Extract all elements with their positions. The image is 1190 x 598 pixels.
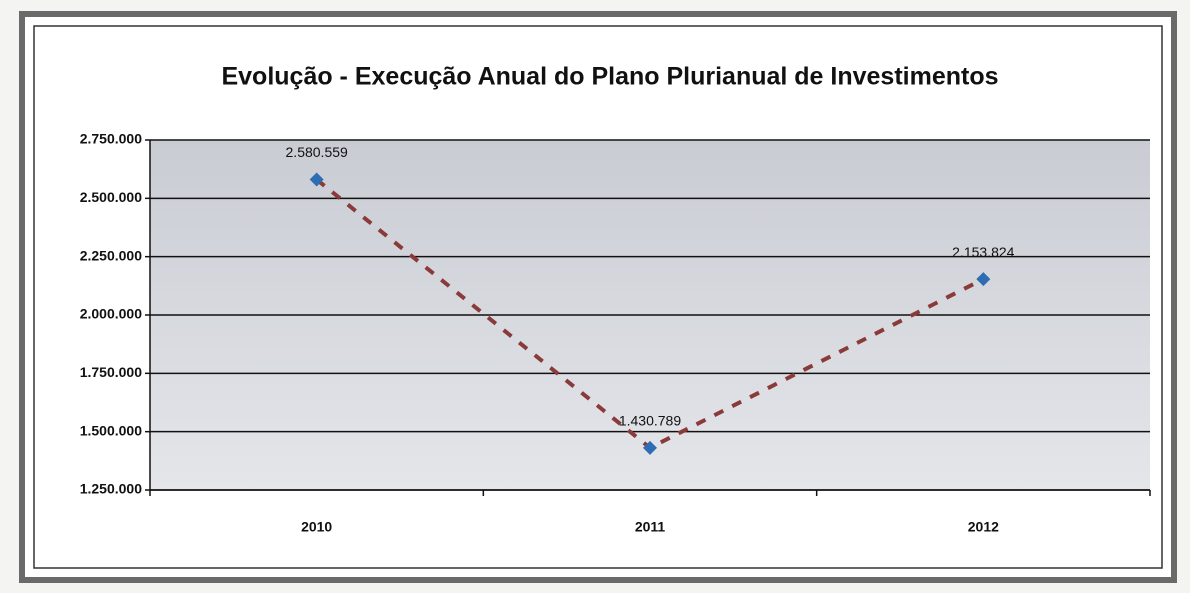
x-tick-label: 2011 bbox=[635, 519, 666, 535]
y-tick-label: 1.500.000 bbox=[80, 422, 142, 438]
data-label: 2.580.559 bbox=[286, 144, 348, 160]
data-marker bbox=[643, 440, 657, 455]
y-tick-label: 1.250.000 bbox=[80, 481, 142, 497]
data-label: 2.153.824 bbox=[952, 244, 1014, 260]
x-tick-label: 2012 bbox=[968, 519, 999, 535]
y-tick-label: 2.750.000 bbox=[80, 131, 142, 147]
data-marker bbox=[976, 272, 991, 287]
y-tick-label: 2.000.000 bbox=[80, 306, 142, 322]
chart-title: Evolução - Execução Anual do Plano Pluri… bbox=[221, 63, 998, 91]
data-marker bbox=[309, 172, 324, 187]
data-label: 1.430.789 bbox=[619, 413, 681, 429]
chart-inner-frame bbox=[33, 25, 1163, 569]
y-tick-label: 1.750.000 bbox=[80, 364, 142, 380]
y-tick-label: 2.500.000 bbox=[80, 189, 142, 205]
y-tick-label: 2.250.000 bbox=[80, 247, 142, 263]
x-tick-label: 2010 bbox=[301, 519, 332, 535]
